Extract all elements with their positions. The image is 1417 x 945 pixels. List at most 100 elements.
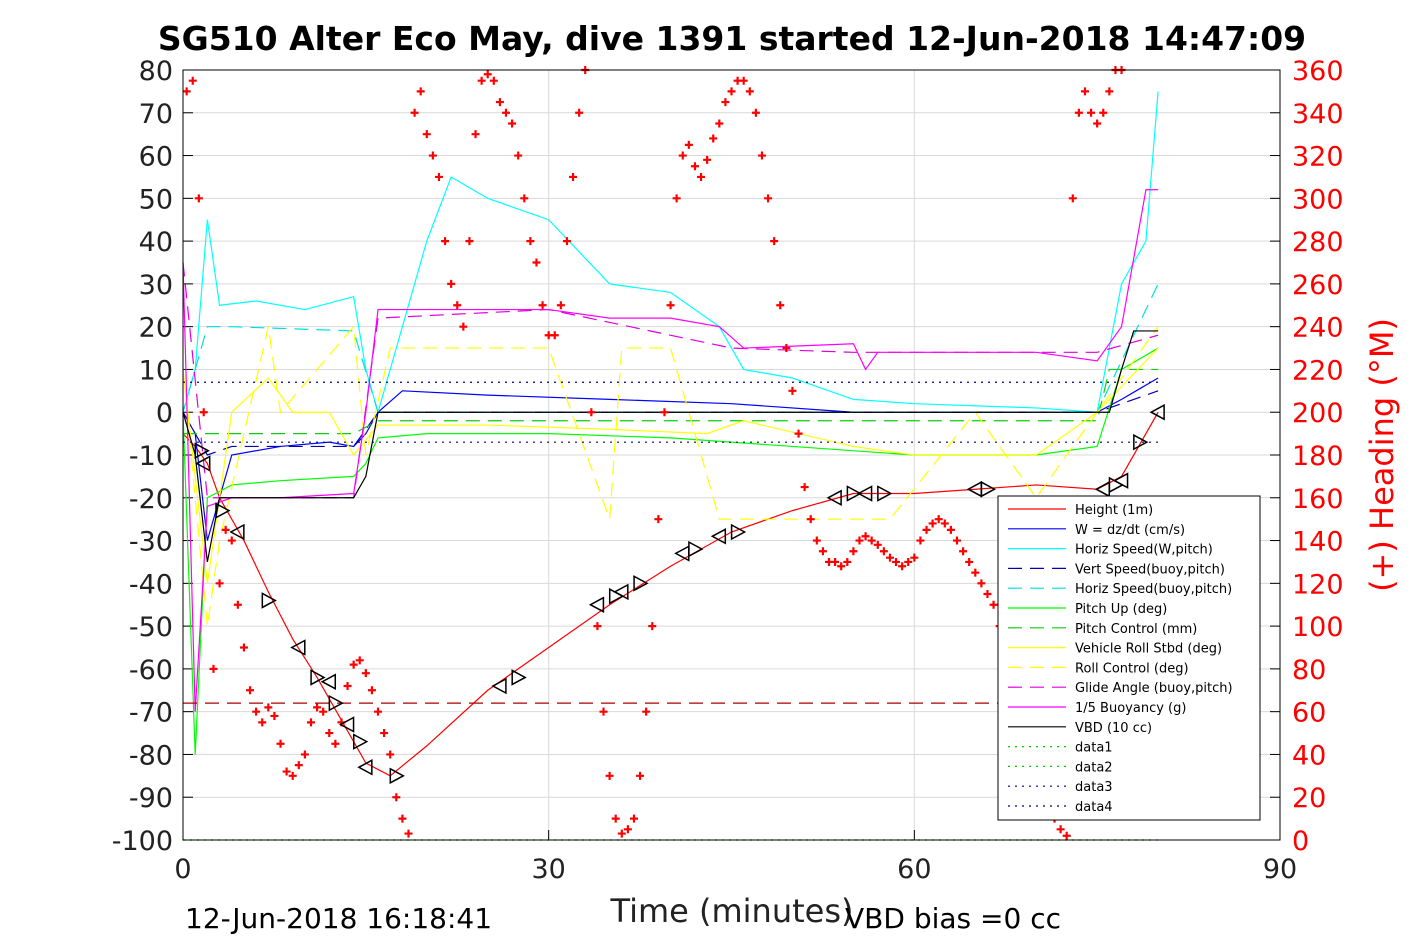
heading-marker bbox=[1087, 108, 1096, 117]
y-tick-label: 80 bbox=[139, 56, 173, 87]
heading-marker bbox=[398, 814, 407, 823]
heading-marker bbox=[879, 547, 888, 556]
series-line-2 bbox=[182, 91, 1159, 415]
y-tick-label: -40 bbox=[129, 569, 173, 600]
heading-marker bbox=[642, 707, 651, 716]
heading-marker bbox=[806, 515, 815, 524]
heading-marker bbox=[325, 729, 334, 738]
triangle-marker bbox=[826, 489, 842, 507]
heading-marker bbox=[794, 429, 803, 438]
heading-marker bbox=[252, 707, 261, 716]
y2-tick-label: 140 bbox=[1292, 527, 1344, 558]
heading-marker bbox=[1080, 87, 1089, 96]
legend-label: Horiz Speed(buoy,pitch) bbox=[1075, 582, 1232, 597]
y2-tick-label: 60 bbox=[1292, 698, 1326, 729]
heading-marker bbox=[416, 87, 425, 96]
heading-marker bbox=[678, 151, 687, 160]
heading-marker bbox=[867, 536, 876, 545]
triangle-marker bbox=[229, 523, 245, 541]
legend-label: Pitch Up (deg) bbox=[1075, 602, 1167, 617]
y2-tick-label: 180 bbox=[1292, 441, 1344, 472]
heading-marker bbox=[465, 237, 474, 246]
triangle-marker bbox=[1133, 433, 1149, 451]
heading-marker bbox=[380, 729, 389, 738]
triangle-marker bbox=[1112, 472, 1129, 489]
heading-marker bbox=[264, 703, 273, 712]
heading-marker bbox=[306, 718, 315, 727]
heading-marker bbox=[666, 301, 675, 310]
heading-marker bbox=[270, 711, 279, 720]
y2-tick-label: 260 bbox=[1292, 270, 1344, 301]
heading-marker bbox=[757, 151, 766, 160]
heading-marker bbox=[672, 194, 681, 203]
y2-axis-label: (+) Heading (°M) bbox=[1363, 318, 1401, 592]
y-tick-label: 0 bbox=[156, 398, 173, 429]
legend-label: data4 bbox=[1075, 800, 1113, 815]
heading-marker bbox=[952, 536, 961, 545]
heading-marker bbox=[812, 536, 821, 545]
triangle-marker bbox=[877, 485, 893, 502]
y2-tick-label: 320 bbox=[1292, 142, 1344, 173]
heading-marker bbox=[194, 194, 203, 203]
heading-marker bbox=[855, 536, 864, 545]
legend-label: Roll Control (deg) bbox=[1075, 661, 1189, 676]
heading-marker bbox=[434, 172, 443, 181]
heading-marker bbox=[355, 656, 364, 665]
heading-marker bbox=[892, 557, 901, 566]
legend-label: W = dz/dt (cm/s) bbox=[1075, 523, 1185, 538]
y2-tick-label: 220 bbox=[1292, 355, 1344, 386]
heading-marker bbox=[495, 98, 504, 107]
triangle-marker bbox=[613, 583, 629, 601]
heading-marker bbox=[367, 686, 376, 695]
heading-marker bbox=[319, 707, 328, 716]
heading-marker bbox=[928, 519, 937, 528]
chart-title: SG510 Alter Eco May, dive 1391 started 1… bbox=[158, 19, 1306, 58]
series-line-5 bbox=[182, 347, 1159, 755]
heading-marker bbox=[697, 172, 706, 181]
heading-marker bbox=[209, 664, 218, 673]
heading-marker bbox=[221, 525, 230, 534]
triangle-marker bbox=[338, 716, 355, 733]
y2-tick-label: 300 bbox=[1292, 184, 1344, 215]
triangle-marker bbox=[588, 596, 605, 613]
heading-marker bbox=[898, 562, 907, 571]
triangle-marker bbox=[194, 442, 210, 459]
y2-tick-label: 200 bbox=[1292, 398, 1344, 429]
series-line-6 bbox=[183, 368, 1159, 435]
triangle-marker bbox=[328, 694, 344, 712]
legend-label: data1 bbox=[1075, 741, 1113, 756]
heading-markers bbox=[183, 66, 1126, 840]
triangle-marker bbox=[846, 485, 862, 502]
y-axis-right: 3603403203002802602402202001801601401201… bbox=[1270, 56, 1344, 857]
y-tick-label: 30 bbox=[139, 270, 173, 301]
y-tick-label: -60 bbox=[129, 655, 173, 686]
heading-marker bbox=[587, 408, 596, 417]
heading-marker bbox=[660, 408, 669, 417]
y2-tick-label: 280 bbox=[1292, 227, 1344, 258]
heading-marker bbox=[1105, 87, 1114, 96]
triangle-marker bbox=[856, 485, 873, 502]
y2-tick-label: 360 bbox=[1292, 56, 1344, 87]
heading-marker bbox=[782, 344, 791, 353]
triangle-marker bbox=[195, 455, 211, 472]
triangle-markers bbox=[194, 403, 1165, 785]
heading-marker bbox=[904, 557, 913, 566]
heading-marker bbox=[1056, 825, 1065, 834]
legend-label: data3 bbox=[1075, 780, 1113, 795]
heading-marker bbox=[983, 590, 992, 599]
legend-label: data2 bbox=[1075, 760, 1113, 775]
heading-marker bbox=[599, 707, 608, 716]
heading-marker bbox=[422, 130, 431, 139]
heading-marker bbox=[971, 568, 980, 577]
heading-marker bbox=[629, 814, 638, 823]
heading-marker bbox=[648, 622, 657, 631]
heading-marker bbox=[313, 703, 322, 712]
heading-marker bbox=[550, 331, 559, 340]
heading-marker bbox=[282, 767, 291, 776]
heading-marker bbox=[849, 547, 858, 556]
y-tick-label: -20 bbox=[129, 484, 173, 515]
heading-marker bbox=[1074, 108, 1083, 117]
triangle-marker bbox=[320, 673, 337, 690]
y-tick-label: 60 bbox=[139, 142, 173, 173]
heading-marker bbox=[751, 108, 760, 117]
